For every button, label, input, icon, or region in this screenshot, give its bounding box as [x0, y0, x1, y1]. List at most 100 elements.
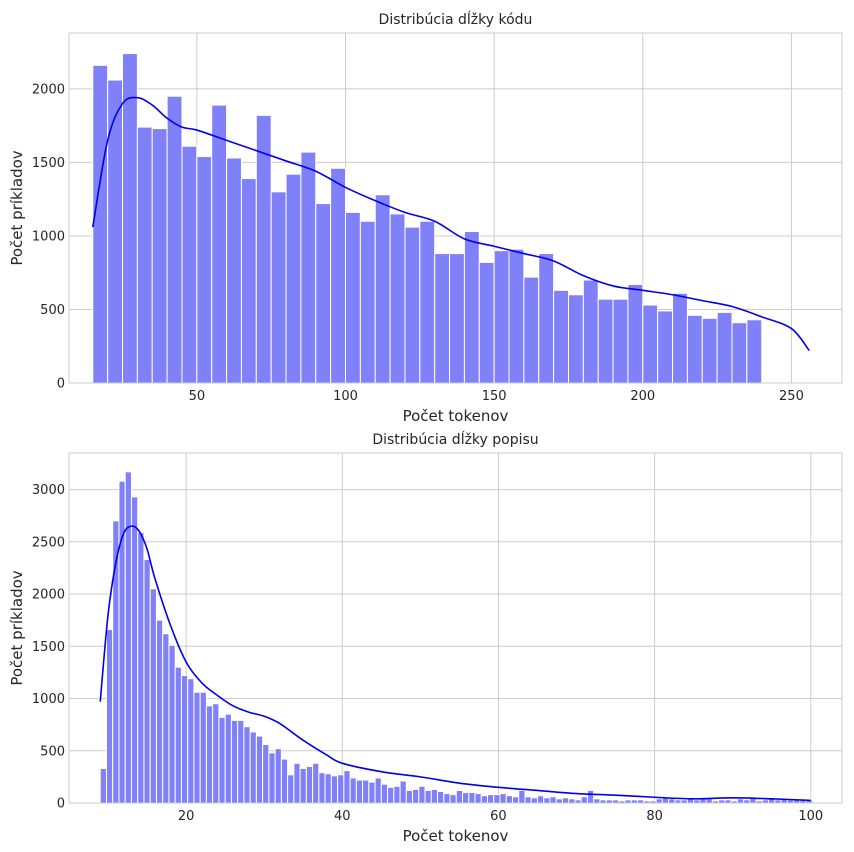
histogram-bar [318, 772, 326, 804]
histogram-bar [731, 322, 748, 384]
histogram-bar [122, 53, 138, 384]
histogram-bar [343, 770, 351, 804]
histogram-bar [130, 496, 139, 804]
y-tick-label: 2000 [32, 588, 65, 603]
histogram-bar [374, 777, 382, 804]
histogram-bar [419, 220, 436, 384]
histogram-bar [389, 213, 406, 384]
histogram-bar [181, 145, 198, 384]
histogram-bar [434, 253, 451, 384]
histogram-bar [287, 774, 295, 804]
histogram-bar [405, 789, 414, 804]
histogram-bar [218, 716, 226, 804]
histogram-bar [424, 789, 432, 804]
histogram-bar [199, 691, 207, 804]
chart-title: Distribúcia dĺžky kódu [379, 10, 533, 28]
histogram-bar [672, 292, 688, 384]
histogram-bar [349, 777, 357, 804]
histogram-bar [174, 666, 182, 804]
histogram-bar [657, 310, 674, 384]
histogram-bar [530, 797, 538, 804]
histogram-bar [412, 788, 420, 804]
x-tick-label: 40 [334, 809, 351, 824]
x-tick-label: 100 [333, 389, 358, 404]
histogram-bar [92, 64, 109, 384]
histogram-bar [437, 791, 445, 804]
histogram-bar [523, 276, 540, 384]
y-tick-label: 500 [40, 303, 65, 318]
histogram-bar [505, 795, 513, 804]
histogram-bar [230, 719, 239, 804]
histogram-bar [99, 768, 107, 804]
histogram-bar [240, 178, 257, 384]
histogram-bar [368, 781, 376, 804]
histogram-bar [655, 798, 663, 804]
histogram-bar [226, 157, 242, 384]
histogram-bar [705, 798, 713, 804]
histogram-bar [449, 794, 457, 804]
x-tick-label: 80 [646, 809, 663, 824]
histogram-bar [549, 796, 557, 804]
histogram-bar [136, 126, 153, 384]
x-axis-label: Počet tokenov [403, 827, 509, 845]
histogram-bar [449, 253, 465, 384]
histogram-bar [205, 705, 214, 804]
histogram-bar [243, 726, 251, 804]
histogram-bar [387, 786, 395, 804]
plot-frame [68, 452, 843, 804]
histogram-bar [330, 167, 346, 384]
x-tick-label: 100 [798, 809, 823, 824]
histogram-bar [187, 678, 195, 804]
histogram-bar [355, 779, 364, 804]
y-tick-label: 1000 [32, 229, 65, 244]
histogram-bar [274, 748, 282, 804]
histogram-bar [597, 298, 614, 384]
histogram-bar [474, 793, 482, 804]
histogram-bar [561, 797, 570, 804]
histogram-bar [143, 559, 151, 804]
histogram-bar [567, 294, 584, 384]
chart-panel-1: 50 100 150 200 250 0 500 1000 1500 2000 Distribúci… [8, 10, 843, 425]
histogram-bar [155, 619, 164, 804]
histogram-bar [293, 762, 301, 804]
histogram-bar [538, 253, 555, 384]
histogram-bar [716, 311, 733, 384]
histogram-bar [555, 798, 563, 804]
histogram-bar [582, 279, 599, 384]
y-tick-label: 2500 [32, 535, 65, 550]
histogram-bar [168, 644, 176, 804]
histogram-bar [455, 789, 464, 804]
histogram-bar [124, 471, 132, 804]
kde-line [99, 525, 811, 802]
x-tick-label: 200 [630, 389, 655, 404]
histogram-bar [118, 480, 126, 804]
histogram-bar [374, 194, 391, 384]
histogram-bar [508, 248, 525, 384]
x-tick-label: 150 [482, 389, 507, 404]
histogram-bar [362, 779, 370, 804]
y-tick-label: 1500 [32, 156, 65, 171]
histogram-bar [746, 319, 763, 384]
histogram-bar [393, 785, 401, 804]
histogram-bar [543, 797, 551, 804]
histogram-bar [580, 796, 588, 804]
histogram-bar [162, 633, 170, 804]
histogram-bar [612, 298, 629, 384]
histogram-bar [193, 691, 201, 804]
histogram-bar [212, 703, 220, 804]
histogram-bar [478, 261, 495, 384]
histogram-bar [568, 798, 576, 804]
histogram-bar [443, 793, 451, 804]
histogram-bar [462, 792, 470, 804]
histogram-bar [493, 250, 510, 384]
histogram-bar [337, 774, 345, 804]
histogram-bar [499, 793, 507, 804]
histogram-bar [553, 289, 569, 384]
histogram-bar [280, 758, 289, 804]
x-tick-label: 20 [178, 809, 195, 824]
histogram-bar [151, 128, 168, 384]
histogram-bar [315, 203, 332, 384]
histogram-bar [262, 743, 270, 804]
histogram-bar [249, 731, 257, 804]
